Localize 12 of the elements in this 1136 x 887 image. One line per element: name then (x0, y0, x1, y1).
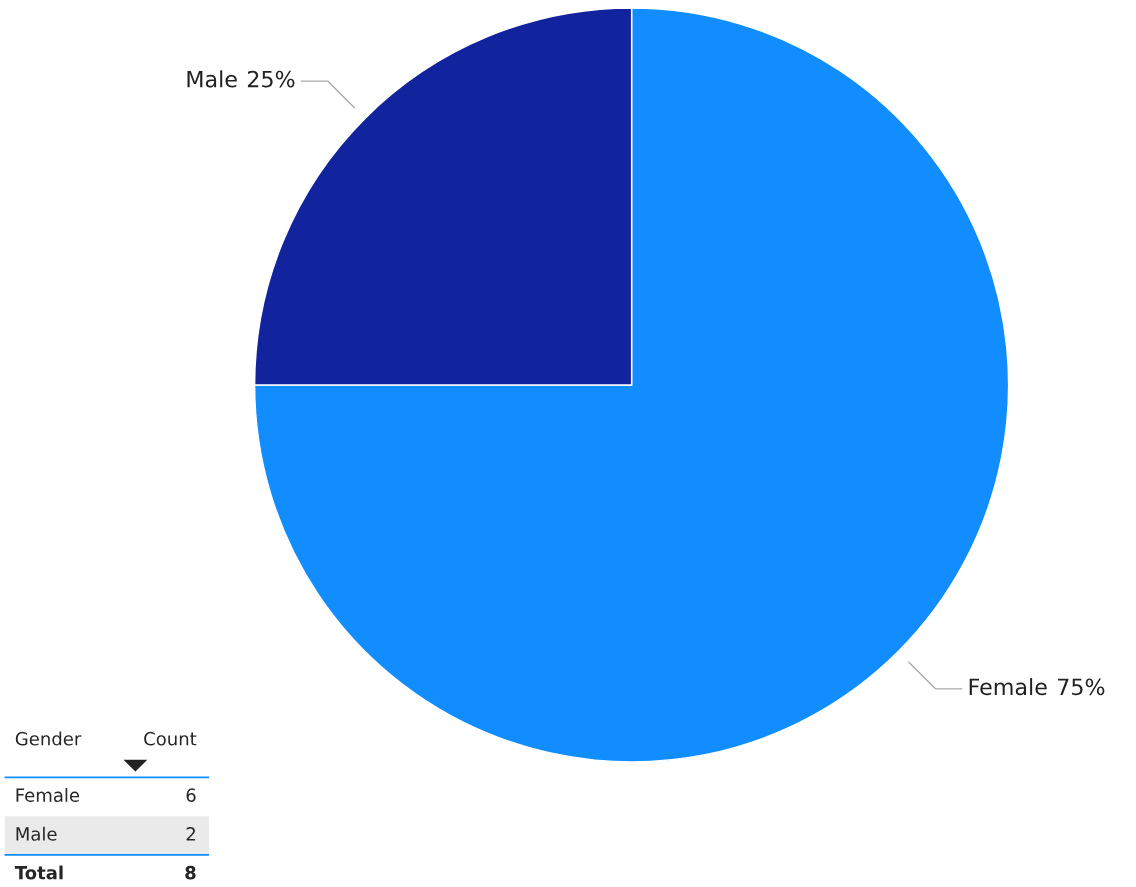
category-label: Female (16, 788, 80, 802)
data-label: 6 (186, 788, 196, 802)
category-label: Male (16, 826, 57, 841)
data-label: 2 (186, 827, 195, 841)
text: 8 (185, 865, 196, 880)
text: Gender (15, 731, 82, 746)
slice-label: Male (187, 70, 237, 88)
data-label: 25% (247, 70, 295, 88)
text: Total (14, 865, 63, 880)
slice-label: Female (969, 678, 1047, 696)
data-label: 75% (1058, 678, 1105, 696)
text: Count (144, 731, 197, 746)
